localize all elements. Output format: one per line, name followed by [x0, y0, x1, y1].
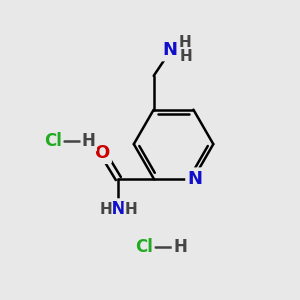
Text: O: O — [94, 144, 110, 162]
Text: N: N — [162, 41, 177, 59]
Text: H: H — [100, 202, 112, 217]
Text: N: N — [111, 200, 126, 218]
Text: H: H — [180, 49, 192, 64]
Text: H: H — [124, 202, 137, 217]
Text: Cl: Cl — [135, 238, 153, 256]
Text: H: H — [178, 35, 191, 50]
Text: H: H — [82, 132, 96, 150]
Text: Cl: Cl — [44, 132, 62, 150]
Text: H: H — [173, 238, 187, 256]
Text: N: N — [188, 169, 202, 188]
